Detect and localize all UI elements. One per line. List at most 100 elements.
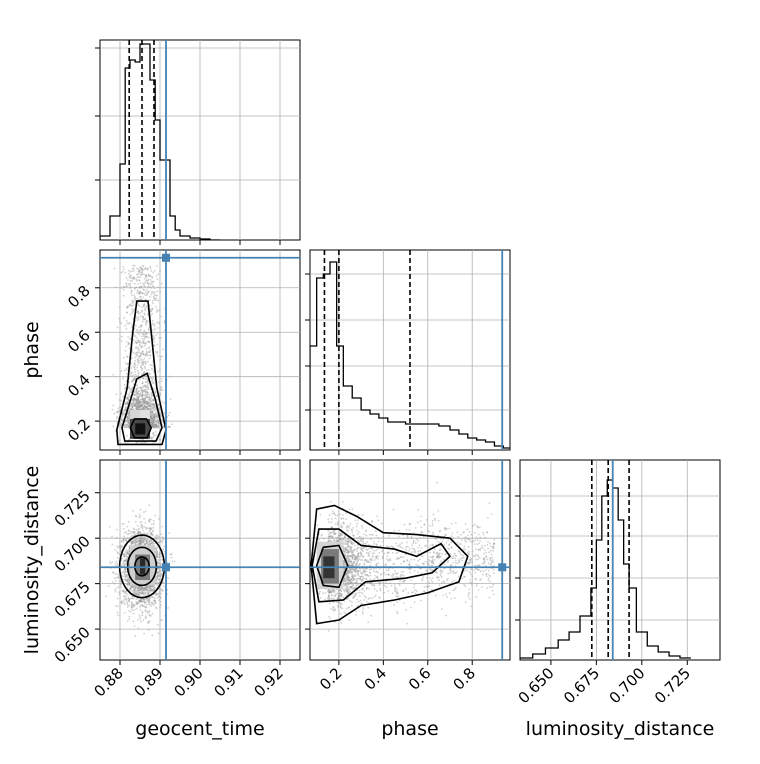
sample-point [127,620,129,622]
sample-point [161,419,163,421]
sample-point [157,539,159,541]
truth-marker [162,254,170,262]
sample-point [126,341,128,343]
sample-point [122,271,124,273]
sample-point [136,384,138,386]
sample-point [143,353,145,355]
sample-point [132,268,134,270]
sample-point [117,557,119,559]
sample-point [117,576,119,578]
sample-point [132,349,134,351]
sample-point [140,332,142,334]
sample-point [122,378,124,380]
sample-point [125,350,127,352]
sample-point [117,547,119,549]
sample-point [152,543,154,545]
sample-point [147,361,149,363]
sample-point [116,529,118,531]
sample-point [135,516,137,518]
sample-point [146,277,148,279]
sample-point [150,414,152,416]
sample-point [155,538,157,540]
sample-point [147,408,149,410]
sample-point [125,325,127,327]
sample-point [150,605,152,607]
sample-point [120,601,122,603]
sample-point [118,586,120,588]
sample-point [145,267,147,269]
sample-point [156,576,158,578]
tick-label-x: 0.700 [606,664,649,707]
sample-point [113,572,115,574]
sample-point [164,322,166,324]
sample-point [155,434,157,436]
sample-point [145,617,147,619]
sample-point [142,316,144,318]
sample-point [123,295,125,297]
sample-point [160,359,162,361]
sample-point [160,588,162,590]
sample-point [132,535,134,537]
sample-point [151,276,153,278]
sample-point [147,382,149,384]
sample-point [124,384,126,386]
sample-point [159,309,161,311]
sample-point [138,390,140,392]
sample-point [153,424,155,426]
sample-point [154,388,156,390]
sample-point [137,370,139,372]
sample-point [137,355,139,357]
sample-point [154,392,156,394]
sample-point [152,272,154,274]
sample-point [134,368,136,370]
sample-point [144,366,146,368]
sample-point [122,415,124,417]
sample-point [139,282,141,284]
sample-point [152,285,154,287]
sample-point [149,408,151,410]
sample-point [109,561,111,563]
sample-point [157,546,159,548]
sample-point [153,520,155,522]
sample-point [134,360,136,362]
sample-point [142,332,144,334]
sample-point [130,282,132,284]
sample-point [141,335,143,337]
sample-point [156,321,158,323]
sample-point [142,282,144,284]
sample-point [151,381,153,383]
sample-point [157,371,159,373]
sample-point [118,399,120,401]
sample-point [148,540,150,542]
sample-point [158,571,160,573]
sample-point [115,605,117,607]
sample-point [136,406,138,408]
sample-point [116,612,118,614]
sample-point [152,586,154,588]
sample-point [142,359,144,361]
sample-point [131,295,133,297]
sample-point [157,535,159,537]
sample-point [143,518,145,520]
sample-point [117,411,119,413]
sample-point [168,532,170,534]
sample-point [157,273,159,275]
sample-point [152,596,154,598]
sample-point [146,369,148,371]
sample-point [142,288,144,290]
sample-point [124,560,126,562]
sample-point [151,528,153,530]
sample-point [153,298,155,300]
sample-point [136,388,138,390]
sample-point [120,323,122,325]
sample-point [151,613,153,615]
sample-point [169,412,171,414]
sample-point [155,306,157,308]
density-cell [130,410,140,419]
sample-point [159,369,161,371]
sample-point [145,595,147,597]
sample-point [138,350,140,352]
sample-point [145,389,147,391]
sample-point [137,302,139,304]
sample-point [140,352,142,354]
